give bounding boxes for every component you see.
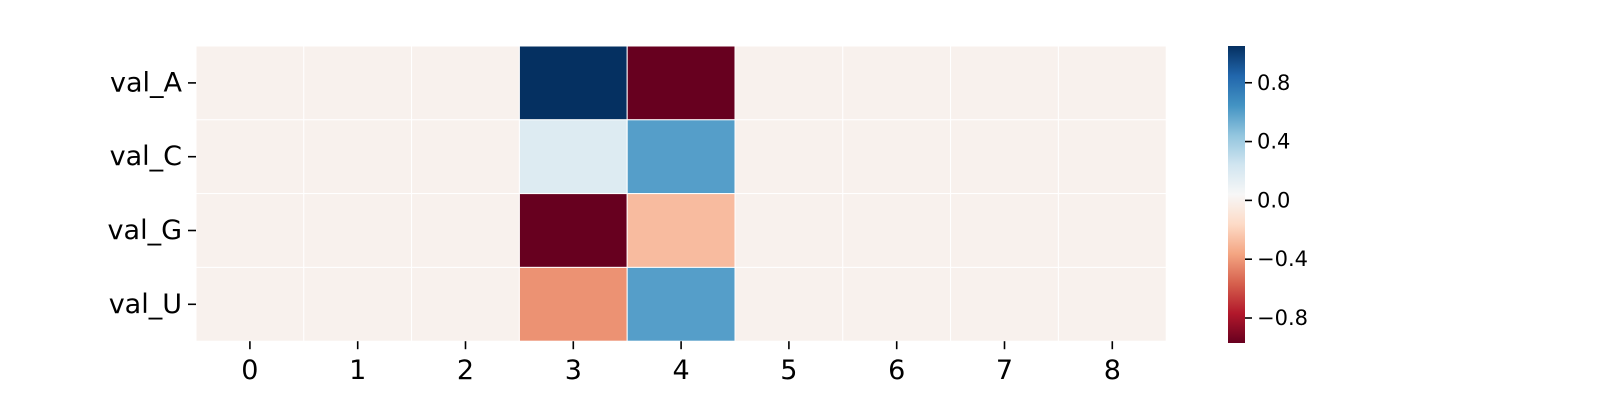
colorbar-tick-label: 0.4 [1257,130,1290,154]
colorbar-tick-label: 0.8 [1257,71,1290,95]
heatmap-cell [1057,45,1167,121]
y-tick-label: val_C [110,141,182,172]
heatmap-cell [195,266,305,342]
heatmap-cell [518,119,628,195]
heatmap-cell [303,45,413,121]
heatmap-cell [518,266,628,342]
heatmap-cells [195,45,1167,342]
heatmap-cell [950,266,1059,342]
x-tick-label: 1 [349,355,366,386]
heatmap-cell [1057,266,1167,342]
heatmap-cell [411,266,520,342]
heatmap-cell [950,45,1059,121]
colorbar-tick-label: −0.8 [1257,306,1308,330]
heatmap-cell [411,45,520,121]
heatmap-cell [842,266,952,342]
heatmap-cell [950,119,1059,195]
x-tick-label: 6 [888,355,905,386]
colorbar-tick-label: −0.4 [1257,247,1308,271]
y-axis: val_A val_C val_G val_U [108,67,196,320]
y-tick-label: val_G [108,215,182,246]
x-tick-label: 8 [1104,355,1121,386]
heatmap-cell [303,266,413,342]
heatmap-cell [734,119,844,195]
colorbar-ticks: 0.8 0.4 0.0 −0.4 −0.8 [1245,71,1308,330]
heatmap-cell [195,119,305,195]
heatmap-cell [518,193,628,268]
heatmap-cell [626,266,736,342]
heatmap-cell [518,45,628,121]
heatmap-cell [734,45,844,121]
colorbar-tick-label: 0.0 [1257,188,1290,212]
y-tick-label: val_U [109,289,182,320]
heatmap-cell [303,119,413,195]
x-tick-label: 3 [565,355,582,386]
heatmap-cell [1057,119,1167,195]
heatmap-cell [411,119,520,195]
heatmap-cell [842,45,952,121]
x-tick-label: 4 [673,355,690,386]
heatmap-cell [195,193,305,268]
heatmap-cell [734,193,844,268]
heatmap-cell [195,45,305,121]
heatmap-cell [411,193,520,268]
heatmap-cell [303,193,413,268]
heatmap-cell [842,193,952,268]
heatmap-cell [842,119,952,195]
colorbar-gradient [1228,46,1245,343]
y-tick-label: val_A [110,67,183,98]
x-tick-label: 0 [241,355,258,386]
heatmap-cell [626,193,736,268]
x-tick-label: 5 [780,355,797,386]
heatmap-cell [950,193,1059,268]
colorbar: 0.8 0.4 0.0 −0.4 −0.8 [1228,46,1308,343]
x-axis: 0 1 2 3 4 5 6 7 8 [241,341,1121,386]
x-tick-label: 2 [457,355,474,386]
heatmap-cell [734,266,844,342]
heatmap-cell [626,119,736,195]
heatmap-cell [626,45,736,121]
heatmap-cell [1057,193,1167,268]
x-tick-label: 7 [996,355,1013,386]
